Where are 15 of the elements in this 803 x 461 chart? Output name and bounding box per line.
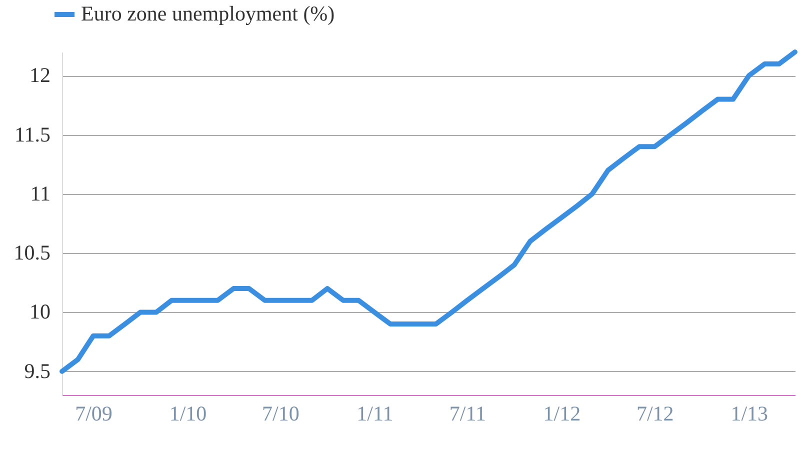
y-tick-label: 11 xyxy=(30,181,50,206)
x-tick-label: 7/09 xyxy=(75,402,112,426)
y-tick-label: 10.5 xyxy=(14,240,50,265)
y-tick-label: 12 xyxy=(30,63,50,88)
legend-label: Euro zone unemployment (%) xyxy=(81,2,335,26)
y-tick-label: 11.5 xyxy=(14,122,50,146)
x-tick-label: 1/10 xyxy=(169,402,207,426)
x-tick-label: 7/12 xyxy=(636,402,674,426)
x-tick-label: 1/12 xyxy=(543,402,581,426)
x-tick-label: 7/11 xyxy=(449,402,486,426)
y-tick-label: 9.5 xyxy=(24,358,50,383)
x-tick-label: 1/11 xyxy=(356,402,394,426)
x-tick-label: 1/13 xyxy=(730,402,768,426)
y-tick-label: 10 xyxy=(30,300,50,324)
x-tick-label: 7/10 xyxy=(262,402,300,426)
